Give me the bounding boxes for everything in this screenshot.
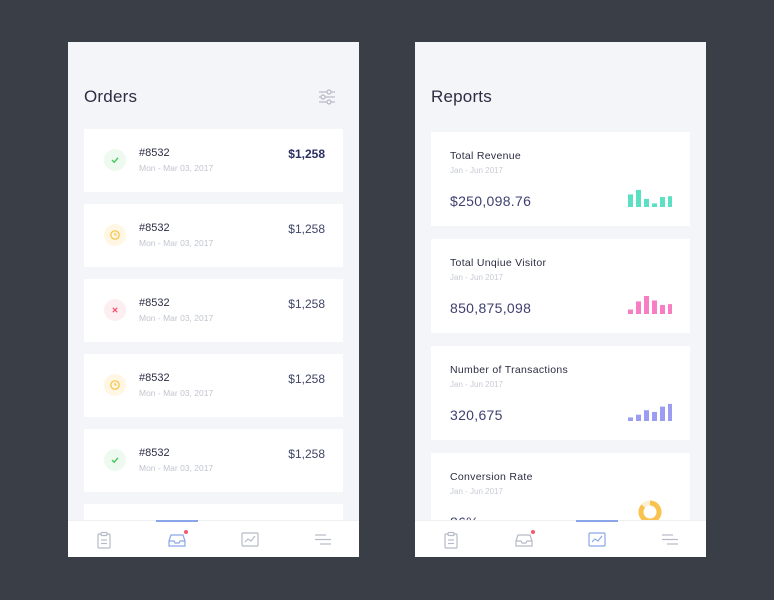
mini-bar-chart bbox=[628, 189, 672, 207]
order-card[interactable]: #8532 Mon - Mar 03, 2017 $1,258 bbox=[84, 354, 343, 417]
orders-screen: Orders #8532 Mon - Mar 03, 2017 $1,258 #853… bbox=[68, 42, 359, 557]
order-card[interactable]: #8532 Mon - Mar 03, 2017 $1,258 bbox=[84, 204, 343, 267]
notification-badge bbox=[530, 529, 536, 535]
status-badge bbox=[104, 374, 126, 396]
mini-bar bbox=[668, 196, 672, 207]
mini-bar bbox=[660, 305, 665, 314]
mini-bar bbox=[636, 189, 641, 207]
x-icon bbox=[112, 307, 118, 313]
order-date: Mon - Mar 03, 2017 bbox=[139, 163, 214, 173]
report-title: Total Revenue bbox=[450, 150, 522, 162]
report-period: Jan - Jun 2017 bbox=[450, 487, 503, 496]
mini-bar bbox=[668, 403, 672, 421]
active-tab-indicator bbox=[156, 520, 198, 522]
tab-inbox[interactable] bbox=[141, 521, 213, 557]
order-amount: $1,258 bbox=[288, 222, 325, 236]
tab-bar bbox=[68, 520, 359, 557]
mini-bar bbox=[660, 197, 665, 207]
page-title: Reports bbox=[431, 87, 492, 106]
order-id: #8532 bbox=[139, 447, 170, 459]
order-amount: $1,258 bbox=[288, 147, 325, 161]
mini-bar bbox=[644, 296, 649, 314]
filter-button[interactable] bbox=[317, 88, 337, 106]
clock-icon bbox=[110, 230, 120, 240]
mini-bar bbox=[628, 417, 633, 421]
tab-reports[interactable] bbox=[214, 521, 286, 557]
order-id: #8532 bbox=[139, 222, 170, 234]
clipboard-icon bbox=[444, 531, 458, 549]
report-period: Jan - Jun 2017 bbox=[450, 380, 503, 389]
report-value: $250,098.76 bbox=[450, 193, 532, 209]
report-title: Number of Transactions bbox=[450, 364, 569, 376]
report-card[interactable]: Total Unqiue Visitor Jan - Jun 2017 850,87… bbox=[431, 239, 690, 333]
mini-bar bbox=[660, 406, 665, 421]
mini-bar bbox=[644, 410, 649, 421]
mini-bar-chart bbox=[628, 296, 672, 314]
report-period: Jan - Jun 2017 bbox=[450, 273, 503, 282]
inbox-icon bbox=[168, 533, 186, 547]
mini-bar-chart bbox=[628, 403, 672, 421]
mini-bar bbox=[652, 300, 657, 314]
mini-bar bbox=[652, 412, 657, 421]
order-id: #8532 bbox=[139, 147, 170, 159]
mini-bar bbox=[628, 194, 633, 207]
order-card[interactable]: #8532 Mon - Mar 03, 2017 $1,258 bbox=[84, 279, 343, 342]
status-badge bbox=[104, 149, 126, 171]
tab-bar bbox=[415, 520, 706, 557]
reports-screen: Reports Total Revenue Jan - Jun 2017 $250,… bbox=[415, 42, 706, 557]
order-date: Mon - Mar 03, 2017 bbox=[139, 238, 214, 248]
chart-icon bbox=[588, 532, 606, 547]
sliders-icon bbox=[319, 89, 335, 105]
tab-menu[interactable] bbox=[287, 521, 359, 557]
report-value: 850,875,098 bbox=[450, 300, 532, 316]
status-badge bbox=[104, 449, 126, 471]
page-title: Orders bbox=[84, 87, 138, 106]
menu-icon bbox=[315, 534, 331, 545]
report-value: 320,675 bbox=[450, 407, 503, 423]
tab-inbox[interactable] bbox=[488, 521, 560, 557]
report-card[interactable]: Total Revenue Jan - Jun 2017 $250,098.76 bbox=[431, 132, 690, 226]
menu-icon bbox=[662, 534, 678, 545]
tab-menu[interactable] bbox=[634, 521, 706, 557]
chart-icon bbox=[241, 532, 259, 547]
mini-bar bbox=[644, 198, 649, 207]
mini-bar bbox=[668, 304, 672, 314]
report-card[interactable]: Number of Transactions Jan - Jun 2017 320,… bbox=[431, 346, 690, 440]
check-icon bbox=[111, 157, 119, 164]
clock-icon bbox=[110, 380, 120, 390]
check-icon bbox=[111, 457, 119, 464]
order-card[interactable]: #8532 Mon - Mar 03, 2017 $1,258 bbox=[84, 429, 343, 492]
status-badge bbox=[104, 299, 126, 321]
order-card[interactable]: #8532 Mon - Mar 03, 2017 $1,258 bbox=[84, 129, 343, 192]
order-id: #8532 bbox=[139, 372, 170, 384]
clipboard-icon bbox=[97, 531, 111, 549]
order-amount: $1,258 bbox=[288, 372, 325, 386]
tab-reports[interactable] bbox=[561, 521, 633, 557]
order-id: #8532 bbox=[139, 297, 170, 309]
order-amount: $1,258 bbox=[288, 297, 325, 311]
active-tab-indicator bbox=[576, 520, 618, 522]
mini-bar bbox=[636, 414, 641, 421]
status-badge bbox=[104, 224, 126, 246]
report-period: Jan - Jun 2017 bbox=[450, 166, 503, 175]
order-date: Mon - Mar 03, 2017 bbox=[139, 463, 214, 473]
tab-orders-list[interactable] bbox=[415, 521, 487, 557]
order-date: Mon - Mar 03, 2017 bbox=[139, 388, 214, 398]
order-date: Mon - Mar 03, 2017 bbox=[139, 313, 214, 323]
report-title: Conversion Rate bbox=[450, 471, 533, 483]
mini-bar bbox=[652, 203, 657, 207]
notification-badge bbox=[183, 529, 189, 535]
tab-orders-list[interactable] bbox=[68, 521, 140, 557]
inbox-icon bbox=[515, 533, 533, 547]
order-amount: $1,258 bbox=[288, 447, 325, 461]
mini-bar bbox=[636, 301, 641, 314]
mini-bar bbox=[628, 309, 633, 314]
report-title: Total Unqiue Visitor bbox=[450, 257, 547, 269]
